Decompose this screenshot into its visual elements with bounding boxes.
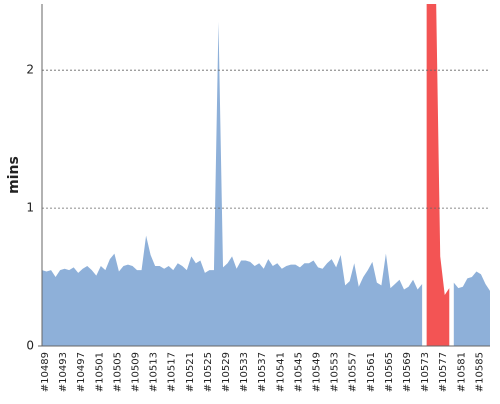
x-tick-label: #10517: [167, 352, 178, 392]
y-axis-label: mins: [6, 156, 22, 194]
x-tick-label: #10497: [76, 352, 87, 392]
area: [42, 21, 423, 346]
x-tick-label: #10521: [185, 352, 196, 392]
x-tick-label: #10553: [330, 352, 341, 392]
area: [453, 271, 490, 346]
x-tick-label: #10509: [131, 352, 142, 392]
x-tick-label: #10577: [438, 352, 449, 392]
x-tick-label: #10529: [221, 352, 232, 392]
x-tick-label: #10581: [456, 352, 467, 392]
x-tick-label: #10549: [312, 352, 323, 392]
y-tick-label: 1: [26, 201, 34, 215]
x-tick-label: #10541: [275, 352, 286, 392]
x-tick-label: #10557: [348, 352, 359, 392]
y-tick-label: 0: [26, 339, 34, 353]
area: [426, 4, 450, 346]
y-tick-label: 2: [26, 63, 34, 77]
x-tick-label: #10585: [474, 352, 485, 392]
x-tick-label: #10525: [203, 352, 214, 392]
x-tick-label: #10569: [402, 352, 413, 392]
x-tick-label: #10489: [40, 352, 51, 392]
x-tick-label: #10561: [366, 352, 377, 392]
x-tick-label: #10565: [384, 352, 395, 392]
x-tick-label: #10493: [58, 352, 69, 392]
x-tick-label: #10537: [257, 352, 268, 392]
x-tick-label: #10501: [94, 352, 105, 392]
x-tick-label: #10545: [293, 352, 304, 392]
x-tick-label: #10505: [112, 352, 123, 392]
x-tick-label: #10513: [149, 352, 160, 392]
x-tick-label: #10573: [420, 352, 431, 392]
x-tick-label: #10533: [239, 352, 250, 392]
